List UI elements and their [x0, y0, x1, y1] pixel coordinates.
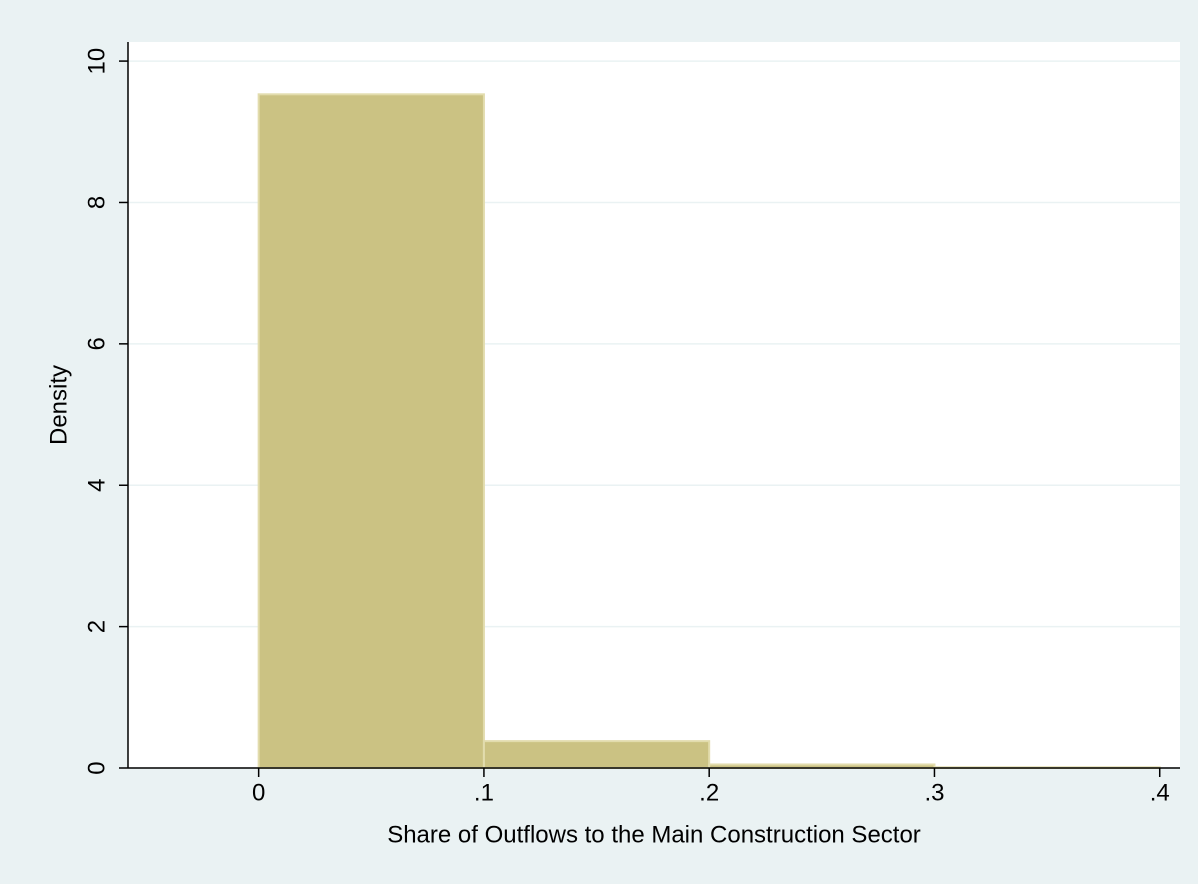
x-tick-label: .1: [474, 779, 494, 806]
bar: [257, 93, 485, 769]
bar: [482, 740, 711, 769]
y-axis-title: Density: [45, 365, 72, 445]
y-tick-label: 10: [83, 48, 110, 75]
x-tick-label: 0: [252, 779, 265, 806]
x-tick-label: .2: [699, 779, 719, 806]
y-tick-label: 6: [83, 337, 110, 350]
y-tick-label: 4: [83, 479, 110, 492]
x-axis-title: Share of Outflows to the Main Constructi…: [387, 821, 921, 848]
y-tick-label: 0: [83, 761, 110, 774]
x-tick-label: .4: [1150, 779, 1170, 806]
y-tick-label: 8: [83, 196, 110, 209]
y-tick-label: 2: [83, 620, 110, 633]
x-tick-label: .3: [924, 779, 944, 806]
